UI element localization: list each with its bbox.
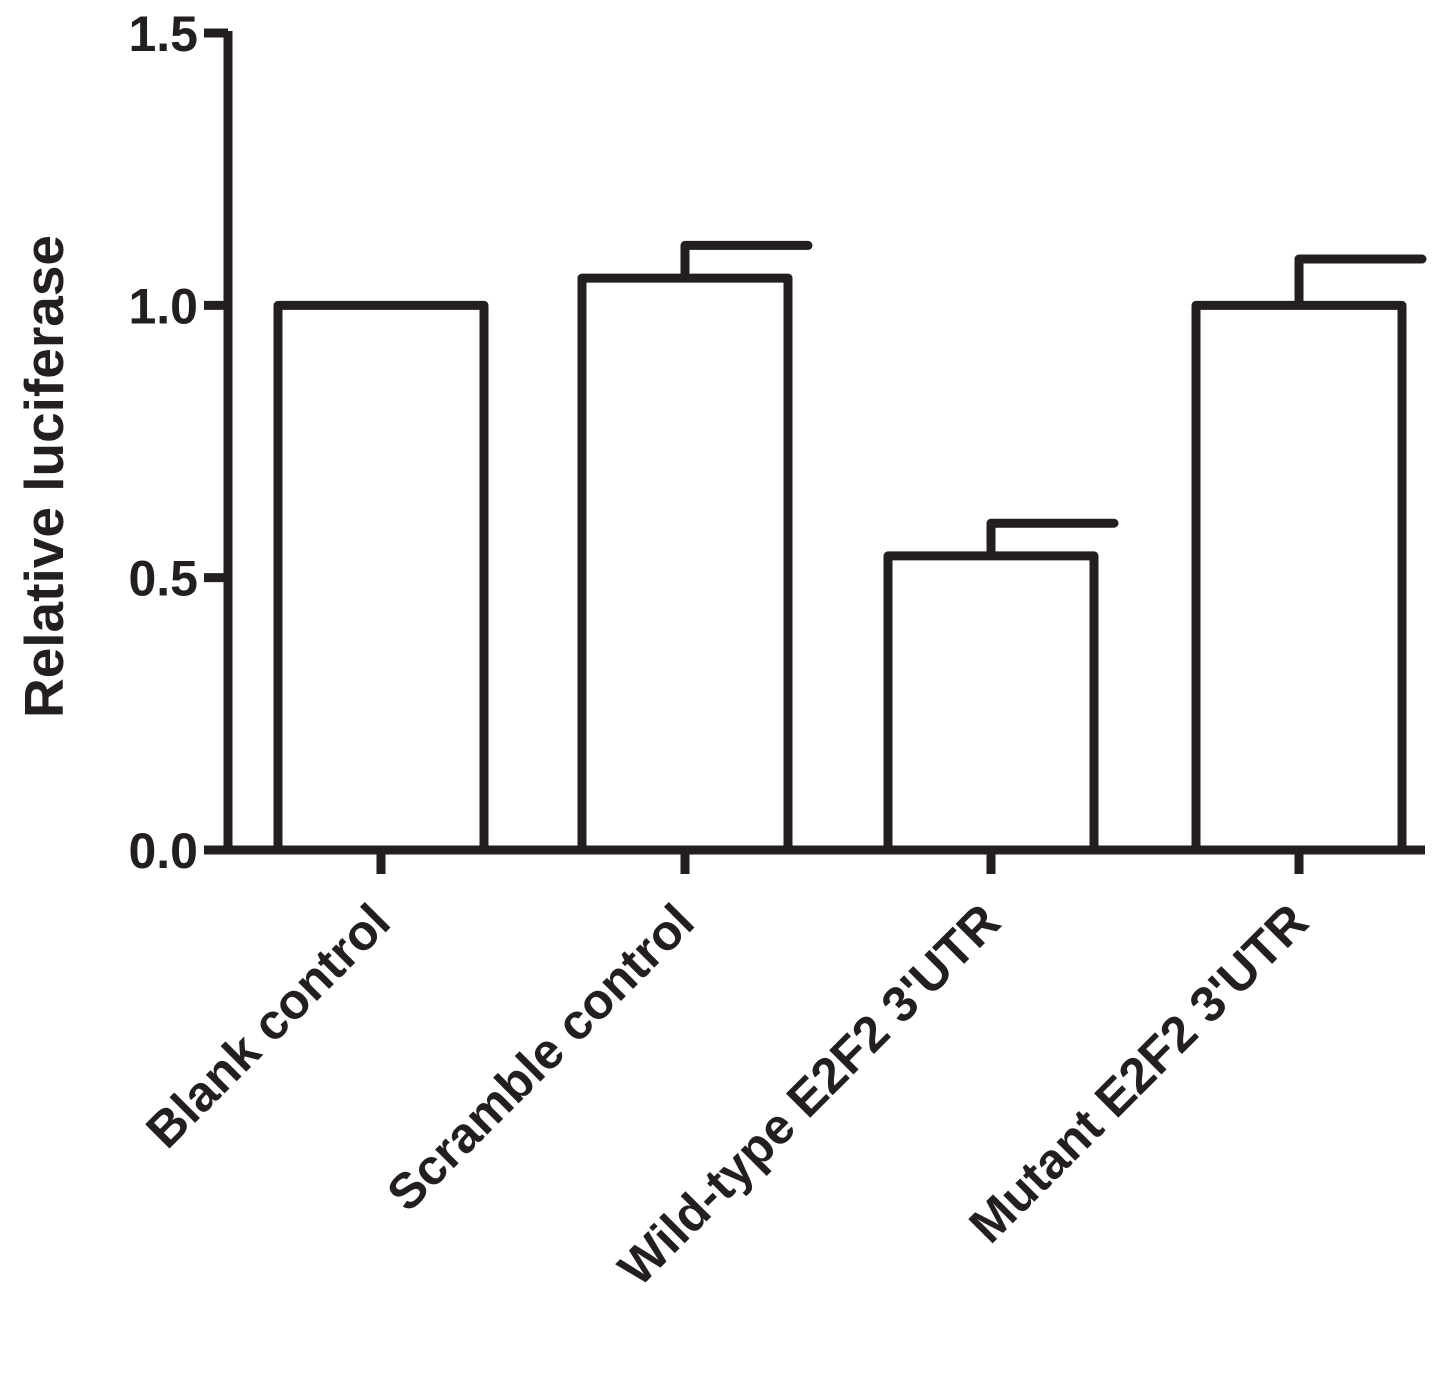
bar (1191, 300, 1407, 855)
bar (273, 300, 489, 855)
y-tick-label: 1.5 (128, 6, 198, 62)
x-category-label: Blank control (135, 893, 401, 1159)
bar (883, 551, 1099, 855)
y-tick-label: 0.5 (128, 551, 198, 607)
x-category-label: Scramble control (376, 893, 704, 1221)
bars (273, 240, 1427, 855)
y-tick-label: 0.0 (128, 823, 198, 879)
bar (577, 273, 793, 855)
y-axis-title: Relative luciferase (13, 235, 75, 718)
y-tick-label: 1.0 (128, 278, 198, 334)
x-category-label: Mutant E2F2 3'UTR (958, 893, 1318, 1253)
